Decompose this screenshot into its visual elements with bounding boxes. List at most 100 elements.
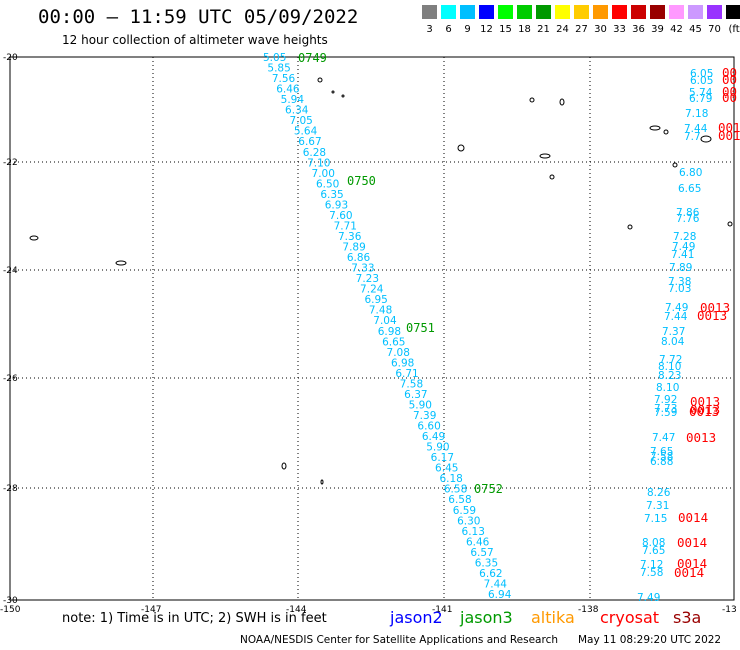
longitude-label: -13	[722, 605, 737, 615]
island-outline	[115, 260, 127, 266]
wave-height-value: 5.05	[263, 52, 286, 64]
track-time-label: 0749	[298, 51, 327, 65]
map-title: 00:00 – 11:59 UTC 05/09/2022	[38, 6, 359, 28]
track-time-label: 00	[722, 65, 737, 80]
wave-height-value: 6.34	[285, 105, 309, 117]
wave-height-value: 7.44	[684, 123, 708, 135]
wave-height-value: 6.46	[466, 536, 490, 548]
wave-height-value: 7.44	[664, 311, 688, 323]
wave-height-value: 8.04	[661, 336, 685, 348]
island-outline	[663, 129, 669, 135]
track-time-label: 0013	[686, 430, 716, 445]
wave-height-value: 6.28	[303, 147, 326, 159]
wave-height-value: 7.58	[640, 567, 663, 579]
scale-swatch	[555, 5, 570, 19]
wave-height-value: 7.73	[654, 403, 677, 415]
wave-height-value: 5.85	[267, 63, 290, 75]
wave-height-value: 7.37	[662, 326, 685, 338]
wave-height-value: 7.47	[652, 432, 675, 444]
wave-height-value: 7.18	[685, 108, 708, 120]
track-time-label: 001	[718, 120, 740, 135]
wave-height-value: 5.74	[689, 87, 713, 99]
scale-label: 6	[445, 24, 452, 35]
wave-height-value: 7.86	[676, 207, 700, 219]
island-outline	[457, 144, 465, 152]
wave-height-value: 7.08	[387, 347, 410, 359]
axis-labels: -20 -22 -24 -26 -28 -30-150 -147 -144 -141 -138 -1…	[0, 53, 737, 615]
wave-height-value: 7.65	[650, 446, 673, 458]
wave-height-value: 5.90	[426, 442, 449, 454]
latitude-label: -20	[3, 53, 18, 63]
wave-height-value: 8.10	[658, 361, 681, 373]
island-outline	[539, 153, 551, 159]
scale-swatch	[422, 5, 437, 19]
wave-height-value: 6.86	[347, 252, 371, 264]
legend-jason3: jason3	[460, 608, 513, 627]
track-time-label: 0014	[677, 535, 707, 550]
scale-label: 30	[594, 24, 607, 35]
altimeter-track-left: 5.055.857.566.465.946.347.055.646.676.28…	[263, 51, 512, 601]
wave-height-value: 7.38	[668, 276, 691, 288]
wave-height-value: 6.94	[488, 589, 512, 601]
scale-swatch	[669, 5, 684, 19]
wave-height-value: 7.15	[644, 513, 667, 525]
island-outline	[549, 174, 555, 180]
island-outlines	[29, 77, 733, 485]
wave-height-value: 7.49	[665, 302, 688, 314]
longitude-label: -138	[578, 605, 599, 615]
wave-height-value: 7.71	[334, 220, 357, 232]
wave-height-value: 7.00	[312, 168, 335, 180]
longitude-label: -147	[141, 605, 161, 615]
credit-text: NOAA/NESDIS Center for Satellite Applica…	[240, 634, 558, 646]
scale-label: 24	[556, 24, 569, 35]
scale-swatch	[631, 5, 646, 19]
wave-height-value: 6.30	[457, 515, 480, 527]
wave-height-value: 6.79	[689, 93, 712, 105]
scale-label: 70	[708, 24, 721, 35]
track-time-label: 0752	[474, 482, 503, 496]
wave-height-value: 6.98	[378, 326, 401, 338]
wave-height-value: 7.39	[413, 410, 436, 422]
island-outline	[320, 479, 324, 485]
longitude-label: -141	[432, 605, 452, 615]
island-outline	[529, 97, 535, 103]
wave-height-value: 7.31	[646, 500, 669, 512]
track-time-label: 0751	[406, 321, 435, 335]
scale-swatch	[707, 5, 722, 19]
track-time-label: 0013	[690, 402, 720, 417]
track-time-label: 00	[722, 84, 737, 99]
latitude-label: -24	[3, 266, 18, 276]
wave-height-value: 6.80	[679, 167, 702, 179]
wave-height-value: 7.44	[484, 578, 508, 590]
scale-label: 18	[518, 24, 531, 35]
track-time-label: 0013	[700, 300, 730, 315]
wave-height-value: 7.12	[640, 559, 663, 571]
wave-height-value: 7.65	[642, 545, 665, 557]
island-outline	[331, 90, 335, 94]
wave-height-value: 7.60	[329, 210, 352, 222]
island-outline	[29, 235, 39, 241]
wave-height-value: 7.58	[400, 378, 423, 390]
wave-height-value: 7.36	[338, 231, 362, 243]
wave-height-value: 8.08	[642, 537, 665, 549]
wave-height-value: 6.93	[325, 199, 348, 211]
wave-height-value: 7.76	[676, 213, 700, 225]
latitude-label: -22	[3, 158, 18, 168]
wave-height-value: 6.58	[444, 484, 467, 496]
wave-height-value: 6.67	[298, 136, 321, 148]
wave-height-value: 7.92	[654, 394, 677, 406]
legend-s3a: s3a	[673, 608, 702, 627]
wave-height-value: 5.64	[294, 126, 318, 138]
scale-label: (ft)	[728, 24, 740, 35]
wave-height-value: 7.41	[671, 249, 694, 261]
longitude-label: -144	[286, 605, 307, 615]
legend-cryosat: cryosat	[600, 608, 660, 627]
track-time-label: 0013	[697, 308, 727, 323]
generated-timestamp: May 11 08:29:20 UTC 2022	[578, 634, 722, 646]
wave-height-value: 6.05	[690, 75, 713, 87]
scale-label: 33	[613, 24, 626, 35]
wave-height-value: 6.59	[453, 505, 476, 517]
wave-height-value: 8.10	[656, 382, 679, 394]
wave-height-value: 7.56	[272, 73, 296, 85]
longitude-label: -150	[0, 605, 21, 615]
